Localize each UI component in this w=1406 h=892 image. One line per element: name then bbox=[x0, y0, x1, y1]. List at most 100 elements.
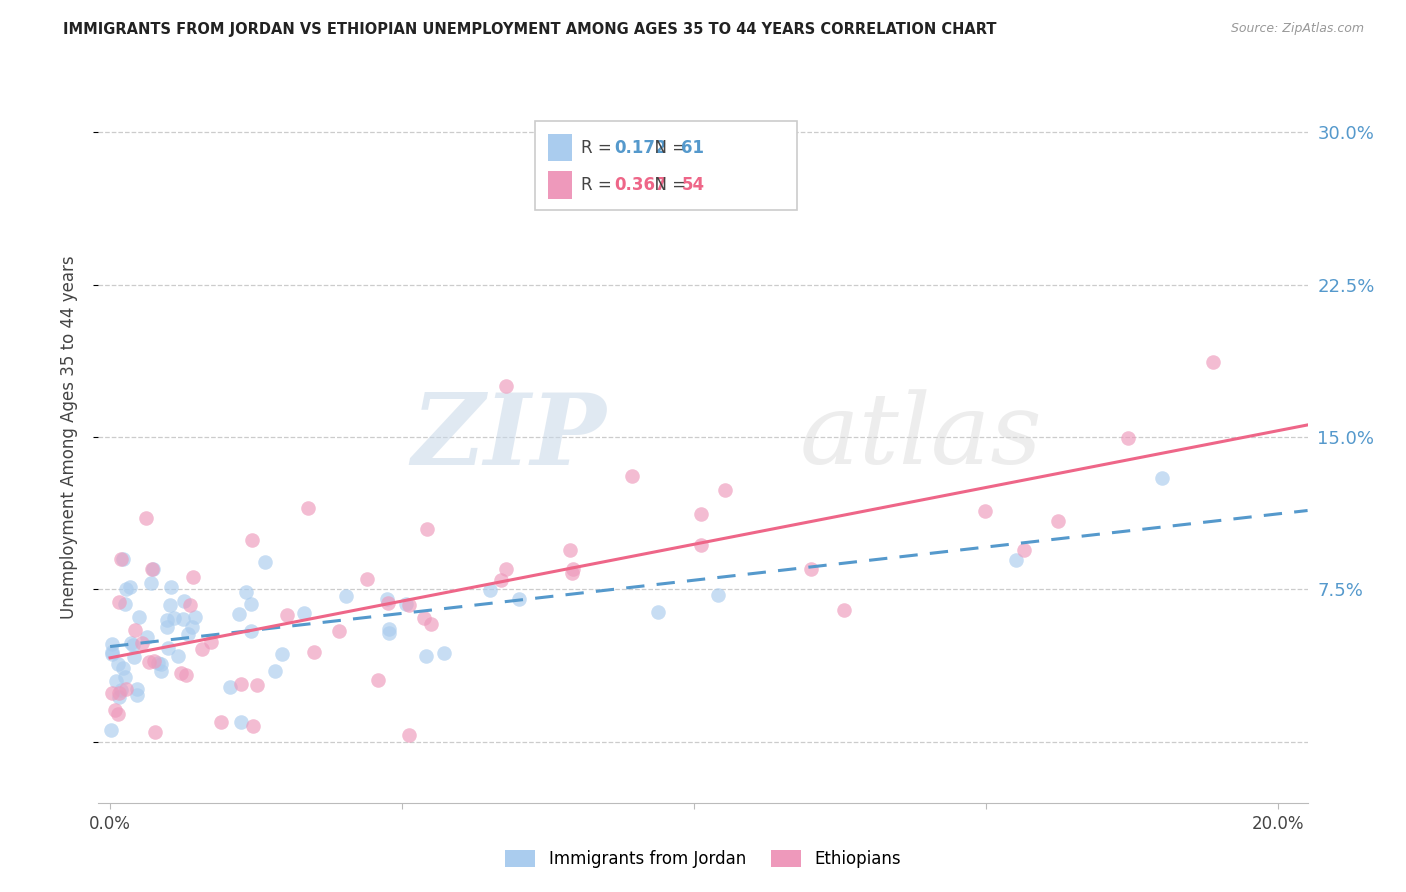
Point bbox=[1116, 431, 1139, 445]
Point bbox=[118, 580, 141, 594]
Point bbox=[690, 538, 713, 552]
Point bbox=[104, 702, 127, 716]
Y-axis label: Unemployment Among Ages 35 to 44 years: Unemployment Among Ages 35 to 44 years bbox=[59, 255, 77, 619]
Point bbox=[136, 630, 159, 644]
Point bbox=[114, 597, 136, 611]
Text: R =: R = bbox=[581, 138, 617, 157]
Point bbox=[191, 641, 214, 656]
Point bbox=[125, 682, 148, 697]
Point bbox=[108, 594, 131, 608]
Point bbox=[800, 562, 823, 576]
Point bbox=[276, 607, 298, 622]
Point bbox=[398, 598, 420, 612]
Point bbox=[172, 612, 194, 626]
Point bbox=[246, 677, 269, 691]
Text: IMMIGRANTS FROM JORDAN VS ETHIOPIAN UNEMPLOYMENT AMONG AGES 35 TO 44 YEARS CORRE: IMMIGRANTS FROM JORDAN VS ETHIOPIAN UNEM… bbox=[63, 22, 997, 37]
Point bbox=[367, 673, 389, 687]
Point bbox=[335, 589, 357, 603]
Point bbox=[706, 588, 728, 602]
Point bbox=[107, 690, 129, 704]
Point bbox=[114, 669, 136, 683]
Point bbox=[239, 597, 262, 611]
Point bbox=[1201, 355, 1223, 369]
Text: 0.172: 0.172 bbox=[614, 138, 666, 157]
Point bbox=[176, 667, 198, 681]
Point bbox=[621, 469, 644, 483]
Point bbox=[561, 566, 583, 580]
Text: N =: N = bbox=[644, 176, 692, 194]
Point bbox=[1012, 543, 1035, 558]
Point bbox=[297, 501, 319, 516]
Point bbox=[127, 689, 149, 703]
Text: 54: 54 bbox=[682, 176, 704, 194]
Point bbox=[167, 648, 190, 663]
Point bbox=[398, 727, 420, 741]
Point bbox=[495, 379, 517, 393]
Point bbox=[832, 603, 855, 617]
Point bbox=[114, 681, 136, 696]
Point bbox=[181, 570, 204, 584]
Point bbox=[558, 542, 581, 557]
Point bbox=[304, 645, 326, 659]
Point bbox=[163, 611, 186, 625]
Point bbox=[150, 664, 173, 678]
Point bbox=[143, 725, 166, 739]
Point bbox=[378, 626, 401, 640]
Point bbox=[209, 714, 232, 729]
Point bbox=[184, 610, 207, 624]
Point bbox=[160, 580, 183, 594]
Point bbox=[131, 636, 153, 650]
Point bbox=[491, 573, 513, 587]
Point bbox=[647, 605, 669, 619]
Point bbox=[107, 707, 129, 722]
Point bbox=[228, 607, 250, 621]
Point bbox=[135, 511, 157, 525]
Point bbox=[415, 649, 437, 664]
Point bbox=[292, 606, 315, 620]
Text: 61: 61 bbox=[682, 138, 704, 157]
Text: atlas: atlas bbox=[800, 390, 1042, 484]
Point bbox=[122, 638, 145, 652]
Text: R =: R = bbox=[581, 176, 617, 194]
Point bbox=[219, 680, 242, 694]
Point bbox=[101, 637, 124, 651]
Point bbox=[101, 647, 124, 661]
Point bbox=[107, 657, 129, 671]
Point bbox=[141, 576, 163, 591]
Point bbox=[263, 664, 285, 678]
Point bbox=[100, 723, 122, 737]
Point bbox=[112, 660, 135, 674]
Point bbox=[433, 646, 456, 660]
Point bbox=[270, 647, 292, 661]
Point bbox=[974, 504, 997, 518]
Point bbox=[159, 598, 181, 612]
Point bbox=[181, 620, 204, 634]
Point bbox=[253, 554, 276, 568]
Point bbox=[177, 626, 200, 640]
Point bbox=[142, 562, 165, 576]
Point bbox=[200, 635, 222, 649]
Point bbox=[508, 592, 530, 607]
Point bbox=[377, 596, 399, 610]
Point bbox=[495, 562, 517, 576]
Point bbox=[412, 611, 434, 625]
Point bbox=[240, 533, 263, 547]
Point bbox=[110, 552, 132, 566]
Point bbox=[110, 683, 132, 698]
Point bbox=[229, 714, 252, 729]
Point bbox=[356, 572, 378, 586]
Point bbox=[690, 508, 713, 522]
Point bbox=[242, 719, 264, 733]
Text: ZIP: ZIP bbox=[412, 389, 606, 485]
Point bbox=[1004, 552, 1026, 566]
Point bbox=[1150, 471, 1173, 485]
Point bbox=[122, 649, 145, 664]
Point bbox=[240, 624, 263, 638]
Point bbox=[377, 622, 399, 636]
Point bbox=[170, 666, 193, 681]
Point bbox=[100, 686, 122, 700]
Point bbox=[231, 677, 253, 691]
Point bbox=[105, 674, 128, 689]
Point bbox=[114, 582, 136, 597]
Point bbox=[149, 657, 172, 672]
